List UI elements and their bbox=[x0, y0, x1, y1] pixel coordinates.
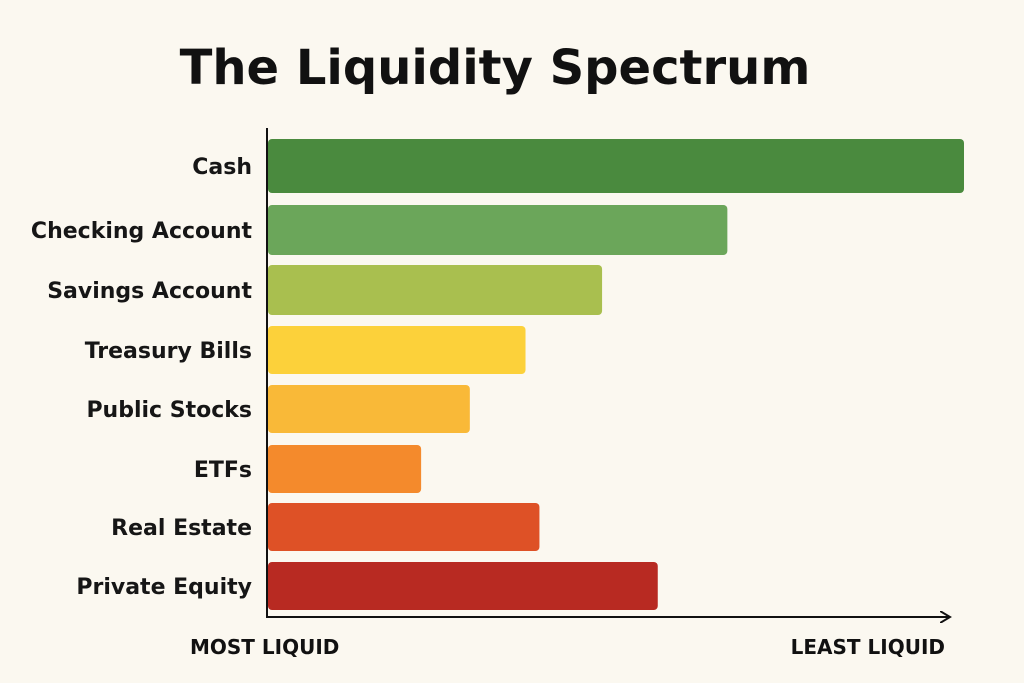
category-label: Checking Account bbox=[31, 219, 253, 244]
bar-private-equity bbox=[268, 562, 658, 610]
bar-savings-account bbox=[268, 265, 603, 315]
x-end-label: LEAST LIQUID bbox=[791, 635, 945, 659]
bar-public-stocks bbox=[268, 385, 470, 433]
bar-etfs bbox=[268, 445, 422, 493]
chart-title: The Liquidity Spectrum bbox=[179, 40, 811, 96]
bar-treasury-bills bbox=[268, 326, 526, 374]
bar-real-estate bbox=[268, 503, 540, 551]
category-label: Savings Account bbox=[47, 279, 252, 304]
x-start-label: MOST LIQUID bbox=[190, 635, 339, 659]
bar-cash bbox=[268, 139, 964, 193]
category-label: Public Stocks bbox=[86, 398, 252, 423]
category-label: Treasury Bills bbox=[85, 339, 252, 364]
bar-checking-account bbox=[268, 205, 728, 255]
category-label: Real Estate bbox=[111, 516, 252, 541]
category-label: Cash bbox=[192, 155, 252, 180]
category-label: ETFs bbox=[194, 458, 252, 483]
category-label: Private Equity bbox=[76, 575, 252, 600]
